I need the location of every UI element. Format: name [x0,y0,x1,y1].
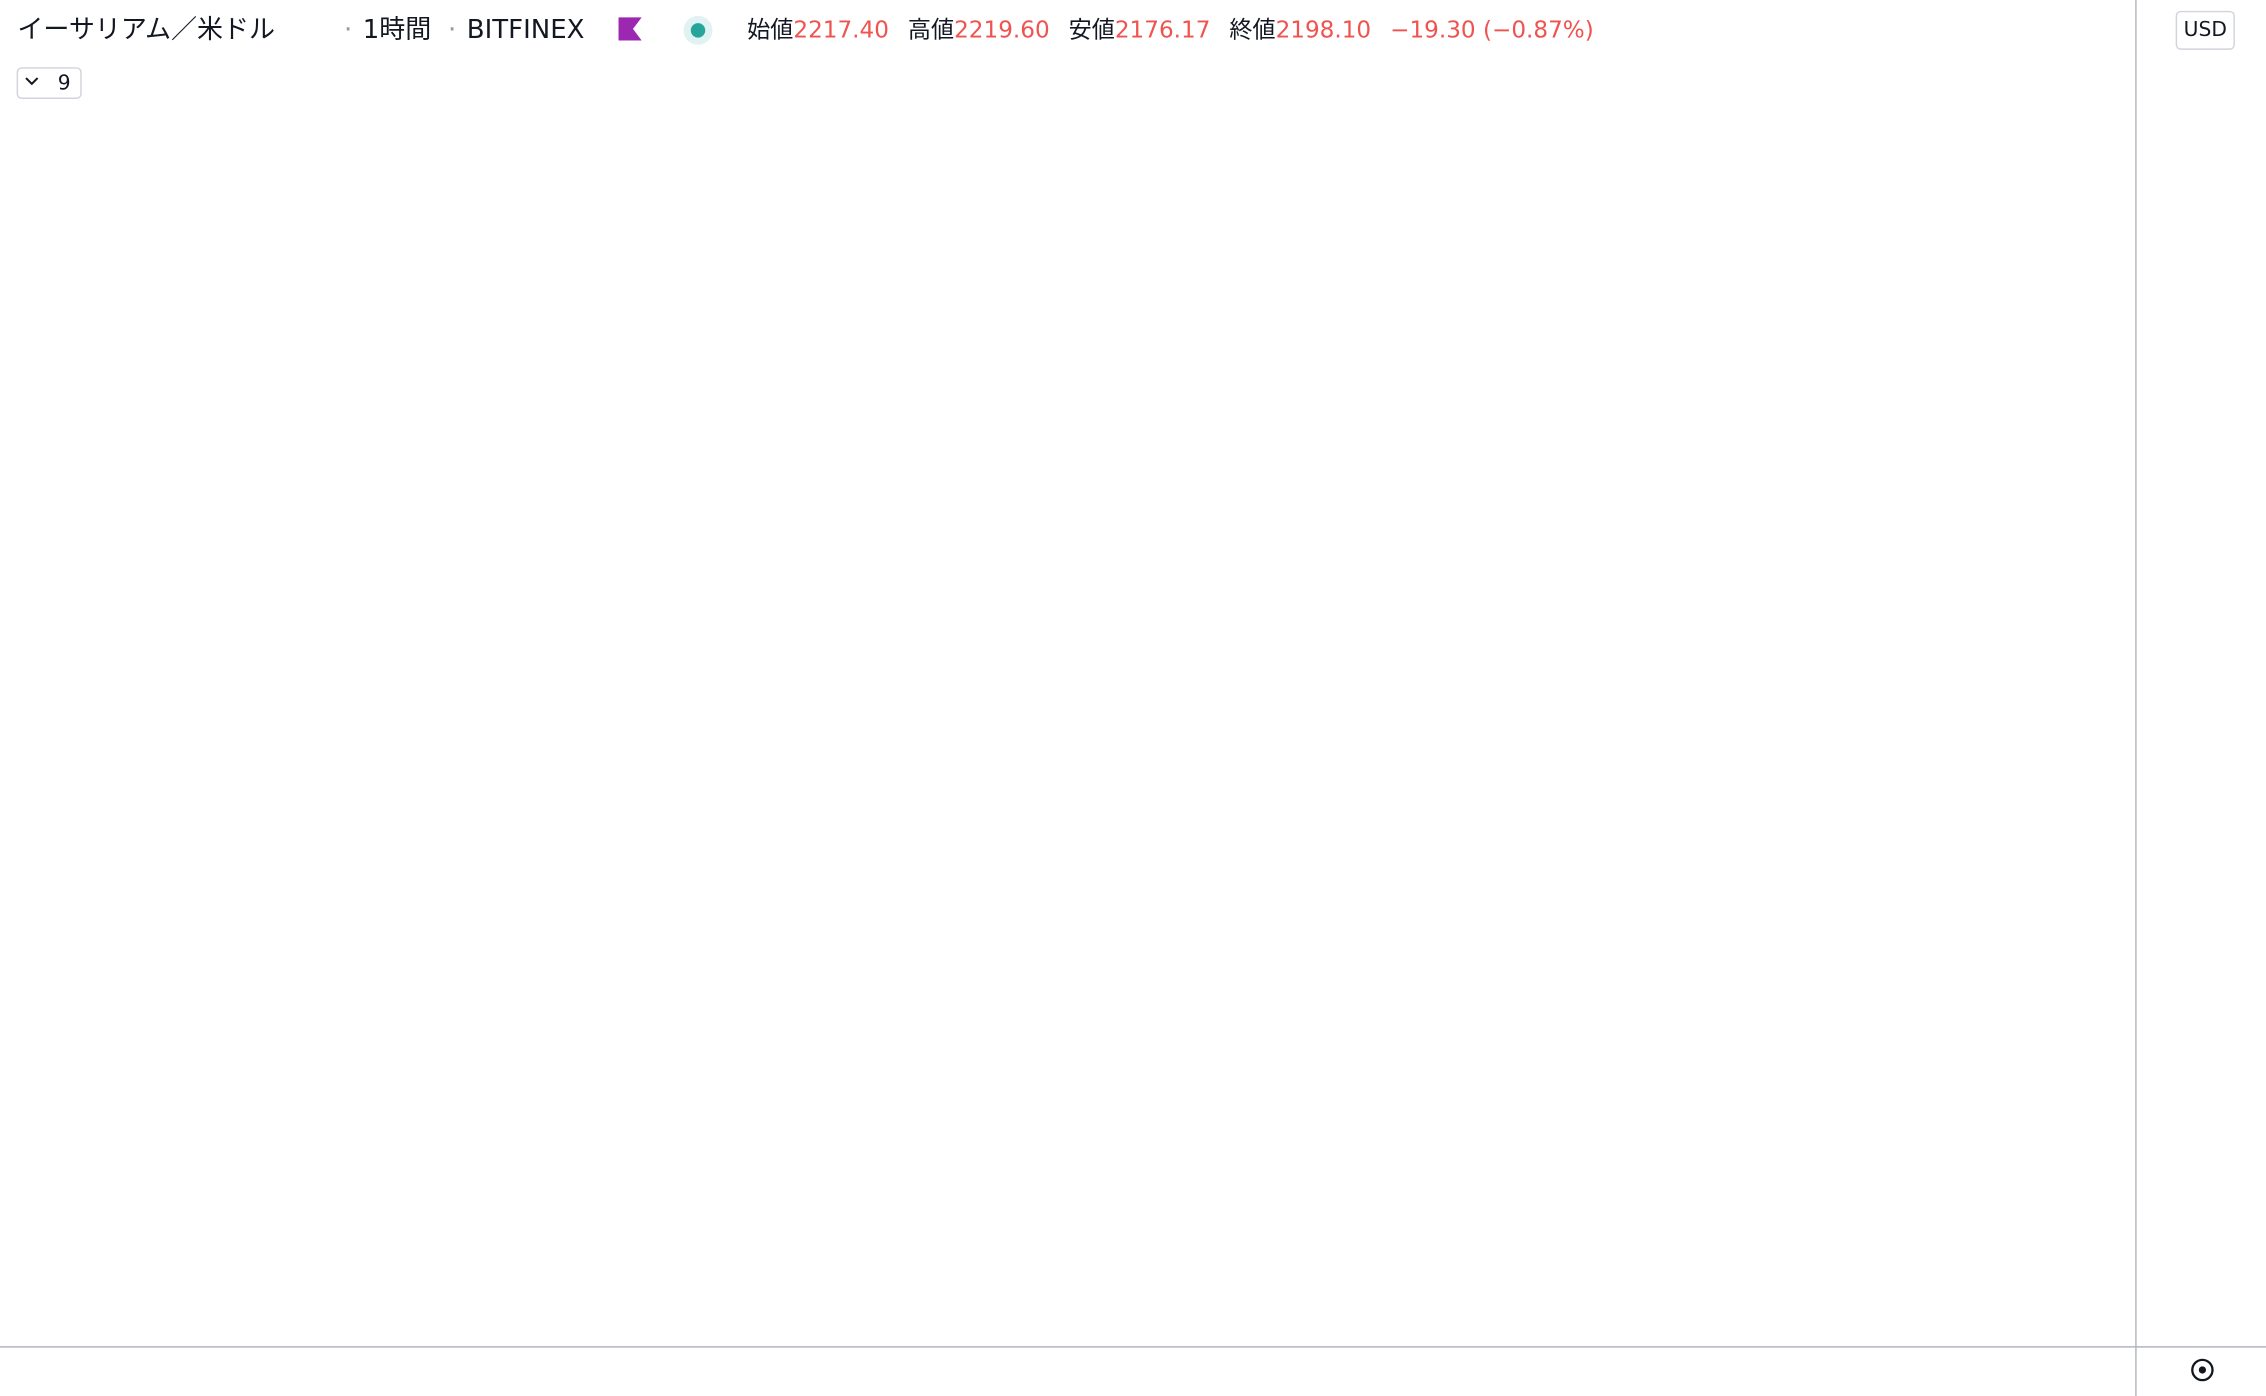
indicator-count: 9 [58,70,71,94]
header: イーサリアム／米ドル · 1時間 · BITFINEX 始値2217.40 高値… [16,10,2235,1382]
ohlc-label: 高値 [908,17,954,43]
ohlc-value: 2176.17 [1115,17,1211,43]
ohlc-label: 安値 [1069,17,1115,43]
currency: USD [2184,17,2227,41]
currency-button[interactable] [2175,10,2235,50]
ohlc-label: 終値 [1229,17,1275,43]
status-icon [690,23,706,38]
change: −19.30 (−0.87%) [1390,17,1594,43]
exchange: BITFINEX [467,15,585,45]
settings-button[interactable] [2191,1358,2214,1382]
separator: · [344,15,352,45]
ohlc-value: 2219.60 [954,17,1050,43]
ohlc-label: 始値 [747,17,793,43]
ohlc-values: 始値2217.40 高値2219.60 安値2176.17 終値2198.10 … [747,17,1594,43]
gear-center [2198,1366,2207,1374]
indicators-toggle[interactable] [16,67,82,99]
symbol: イーサリアム／米ドル [17,15,275,45]
flag-icon[interactable] [618,17,642,41]
separator: · [448,15,456,45]
interval[interactable]: 1時間 [363,15,432,45]
chevron-icon [25,77,39,86]
ohlc-value: 2198.10 [1276,17,1372,43]
gear-icon [2191,1358,2214,1382]
ohlc-value: 2217.40 [793,17,889,43]
